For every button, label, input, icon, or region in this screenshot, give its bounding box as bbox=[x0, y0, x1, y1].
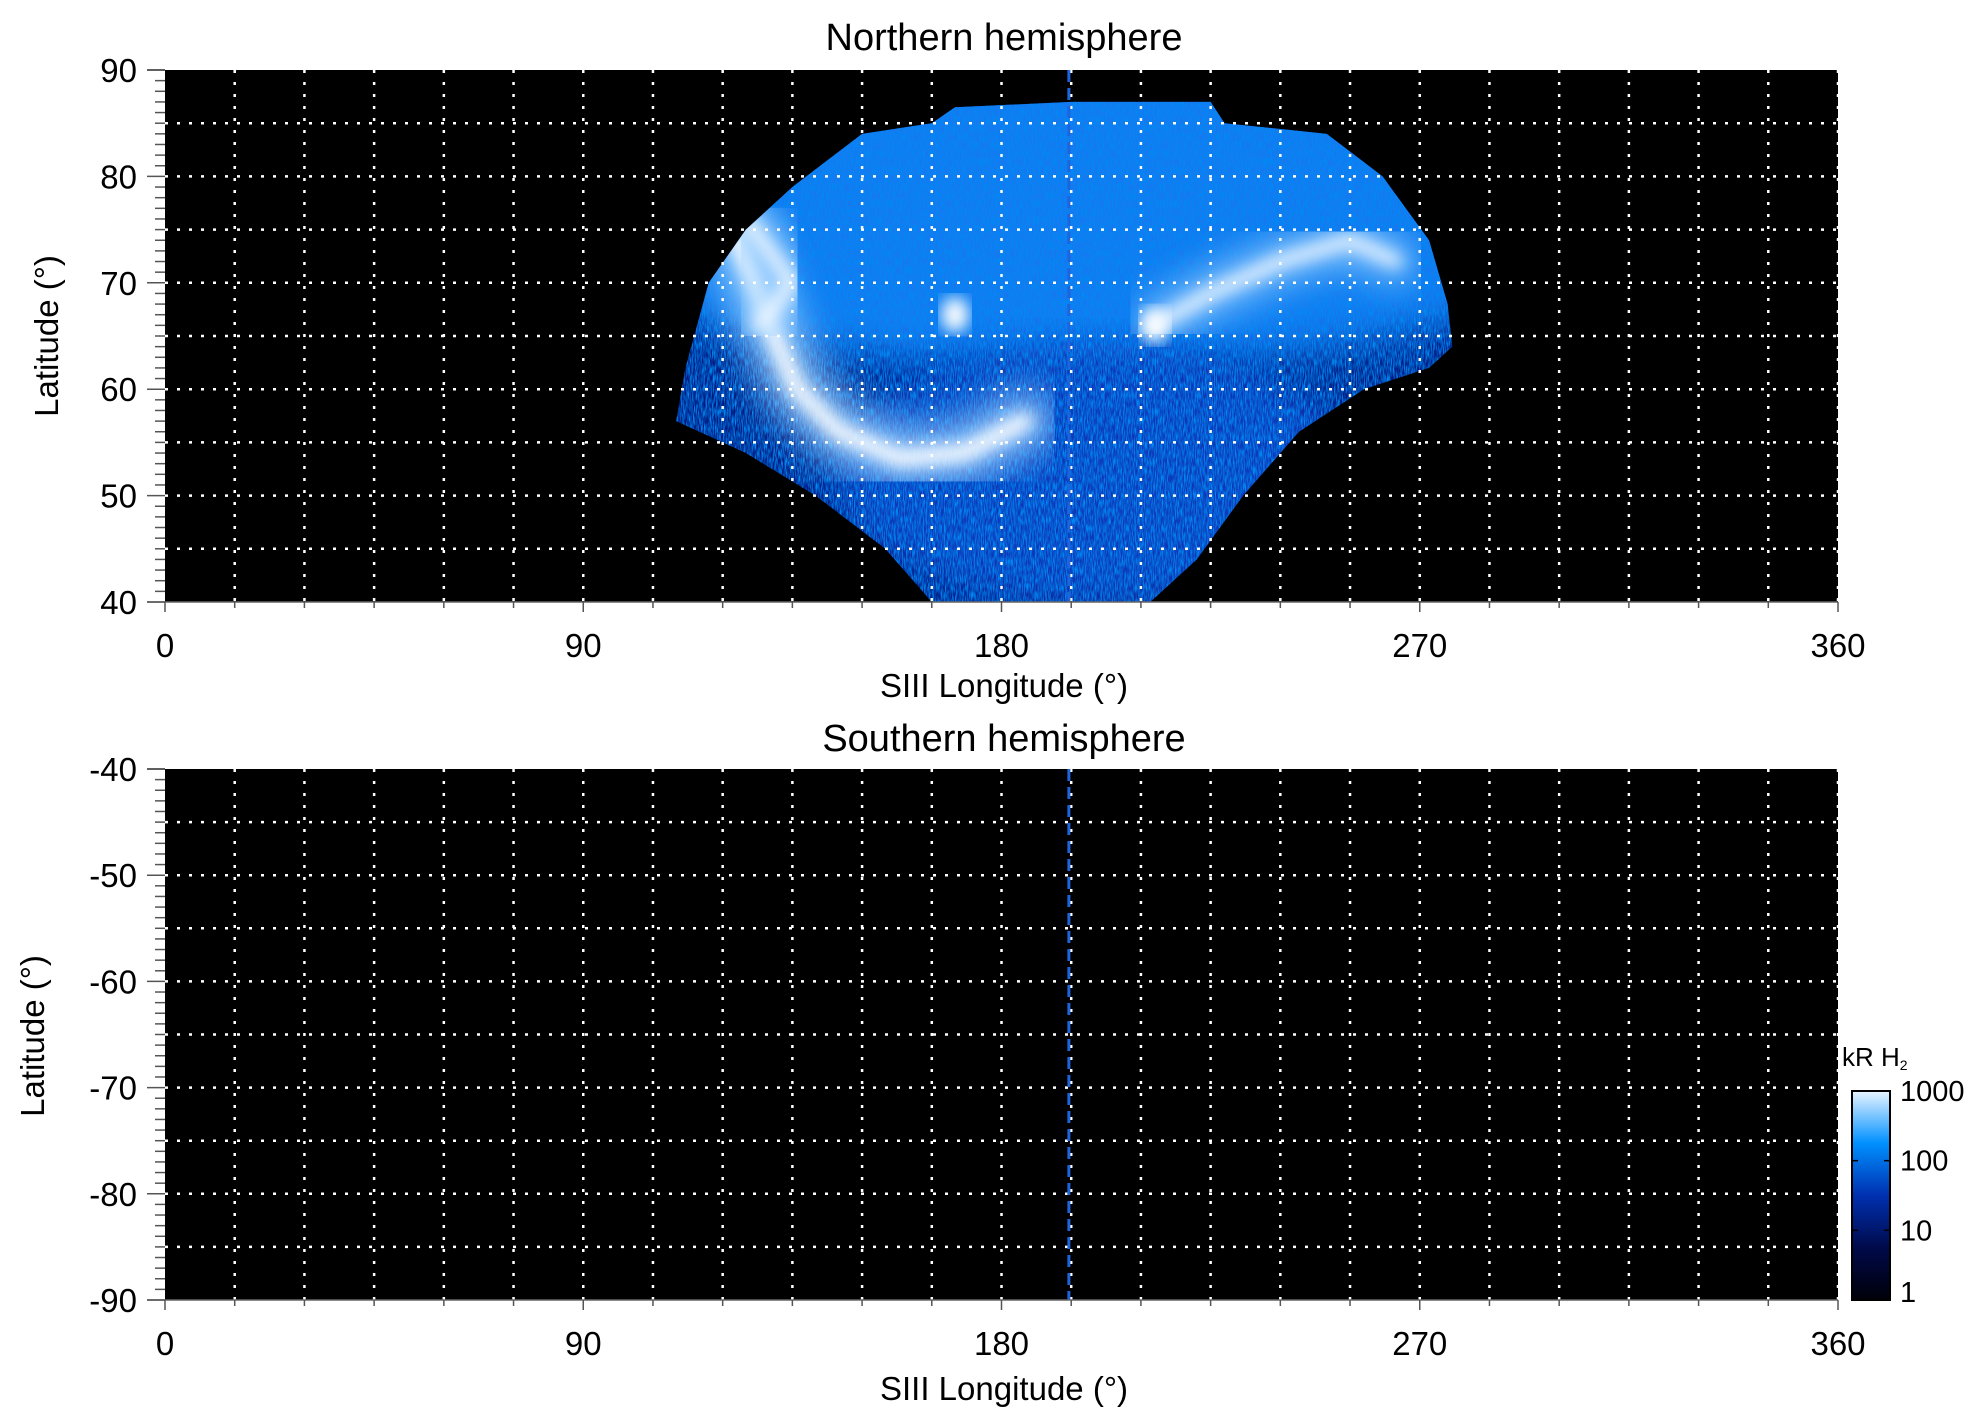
aurora-bright-spot bbox=[1140, 307, 1169, 344]
colorbar-ticks: 1 10 100 1000 bbox=[1852, 1076, 1965, 1309]
x-tick-label: 360 bbox=[1810, 1325, 1865, 1362]
x-tick-label: 0 bbox=[156, 1325, 174, 1362]
south-xlabel: SIII Longitude (°) bbox=[880, 1370, 1128, 1407]
x-tick-label: 270 bbox=[1392, 1325, 1447, 1362]
x-tick-label: 180 bbox=[974, 1325, 1029, 1362]
x-tick-label: 360 bbox=[1810, 627, 1865, 664]
colorbar-tick-label: 10 bbox=[1900, 1215, 1932, 1247]
y-tick-label: 70 bbox=[100, 265, 137, 302]
colorbar-tick-label: 1000 bbox=[1900, 1076, 1965, 1108]
y-tick-label: 50 bbox=[100, 478, 137, 515]
y-tick-label: -90 bbox=[89, 1282, 137, 1319]
aurora-main-oval bbox=[1149, 234, 1403, 331]
colorbar-tick-label: 100 bbox=[1900, 1146, 1948, 1178]
aurora-main-oval bbox=[723, 221, 1033, 467]
y-tick-label: -40 bbox=[89, 751, 137, 788]
north-title: Northern hemisphere bbox=[826, 17, 1183, 59]
y-tick-label: 90 bbox=[100, 52, 137, 89]
y-tick-label: 40 bbox=[100, 584, 137, 621]
y-tick-label: -70 bbox=[89, 1070, 137, 1107]
north-axes: 40 50 60 70 80 90 0 90 180 270 360 bbox=[100, 52, 1865, 664]
aurora-main-oval bbox=[740, 213, 798, 331]
x-tick-label: 180 bbox=[974, 627, 1029, 664]
south-title: Southern hemisphere bbox=[822, 718, 1185, 760]
y-tick-label: -80 bbox=[89, 1176, 137, 1213]
x-tick-label: 90 bbox=[565, 1325, 602, 1362]
south-grid bbox=[165, 769, 1840, 1300]
north-ylabel: Latitude (°) bbox=[28, 255, 65, 417]
x-tick-label: 0 bbox=[156, 627, 174, 664]
south-ylabel: Latitude (°) bbox=[14, 955, 51, 1117]
north-xlabel: SIII Longitude (°) bbox=[880, 667, 1128, 704]
y-tick-label: 80 bbox=[100, 158, 137, 195]
north-grid bbox=[165, 70, 1840, 602]
x-tick-label: 90 bbox=[565, 627, 602, 664]
y-tick-label: -50 bbox=[89, 857, 137, 894]
y-tick-label: 60 bbox=[100, 371, 137, 408]
south-axes: -90 -80 -70 -60 -50 -40 0 90 180 270 360 bbox=[89, 751, 1865, 1362]
aurora-bright-spot bbox=[941, 296, 970, 333]
colorbar-tick-label: 1 bbox=[1900, 1277, 1916, 1309]
colorbar bbox=[1851, 1090, 1891, 1301]
colorbar-label: kR H2 bbox=[1842, 1042, 1908, 1073]
y-tick-label: -60 bbox=[89, 963, 137, 1000]
x-tick-label: 270 bbox=[1392, 627, 1447, 664]
